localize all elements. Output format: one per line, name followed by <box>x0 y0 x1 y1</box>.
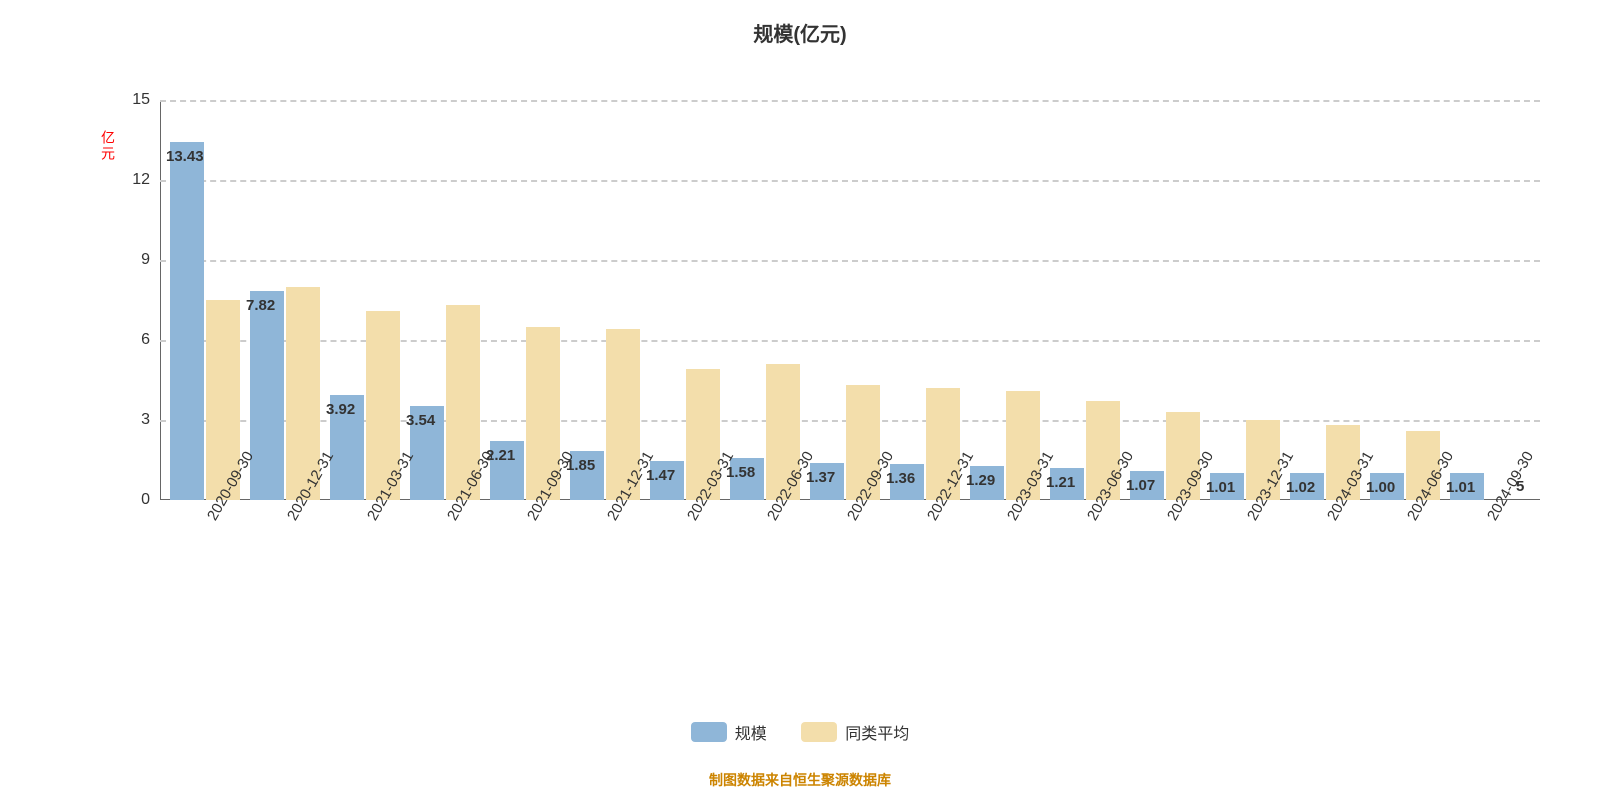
bar-value-label: 1.21 <box>1046 474 1075 491</box>
plot-area: 13.437.823.923.542.211.851.471.581.371.3… <box>160 100 1540 500</box>
bar-value-label: 1.00 <box>1366 479 1395 496</box>
bar-value-label: 7.82 <box>246 297 275 314</box>
bar-value-label: 1.36 <box>886 470 915 487</box>
y-tick-label: 3 <box>110 411 150 429</box>
chart-footer: 制图数据来自恒生聚源数据库 <box>0 770 1600 790</box>
legend-swatch-series2 <box>801 722 837 742</box>
gridline <box>160 260 1540 262</box>
bar-value-label: 1.07 <box>1126 477 1155 494</box>
gridline <box>160 100 1540 102</box>
bar-value-label: 1.37 <box>806 469 835 486</box>
bar-value-label: 1.29 <box>966 472 995 489</box>
bar-value-label: 1.01 <box>1446 479 1475 496</box>
y-tick-label: 15 <box>110 91 150 109</box>
legend-label-series1: 规模 <box>735 720 767 744</box>
y-axis-label: 亿元 <box>98 130 118 162</box>
bar-value-label: 3.92 <box>326 401 355 418</box>
bar-value-label: 1.02 <box>1286 479 1315 496</box>
bar-series1[interactable] <box>250 291 284 500</box>
legend-item-series2[interactable]: 同类平均 <box>801 720 909 744</box>
extra-right-label: 5 <box>1516 478 1524 495</box>
legend-label-series2: 同类平均 <box>845 720 909 744</box>
bar-value-label: 3.54 <box>406 412 435 429</box>
y-tick-label: 6 <box>110 331 150 349</box>
chart-title: 规模(亿元) <box>0 18 1600 47</box>
y-tick-label: 9 <box>110 251 150 269</box>
y-tick-label: 0 <box>110 491 150 509</box>
legend-swatch-series1 <box>691 722 727 742</box>
bar-value-label: 13.43 <box>166 148 204 165</box>
gridline <box>160 180 1540 182</box>
legend: 规模 同类平均 <box>0 720 1600 747</box>
legend-item-series1[interactable]: 规模 <box>691 720 767 744</box>
chart-container: 规模(亿元) 亿元 03691215 13.437.823.923.542.21… <box>0 0 1600 800</box>
bar-series1[interactable] <box>170 142 204 500</box>
y-axis-line <box>160 100 161 500</box>
y-tick-label: 12 <box>110 171 150 189</box>
bar-value-label: 1.01 <box>1206 479 1235 496</box>
bar-value-label: 1.47 <box>646 467 675 484</box>
